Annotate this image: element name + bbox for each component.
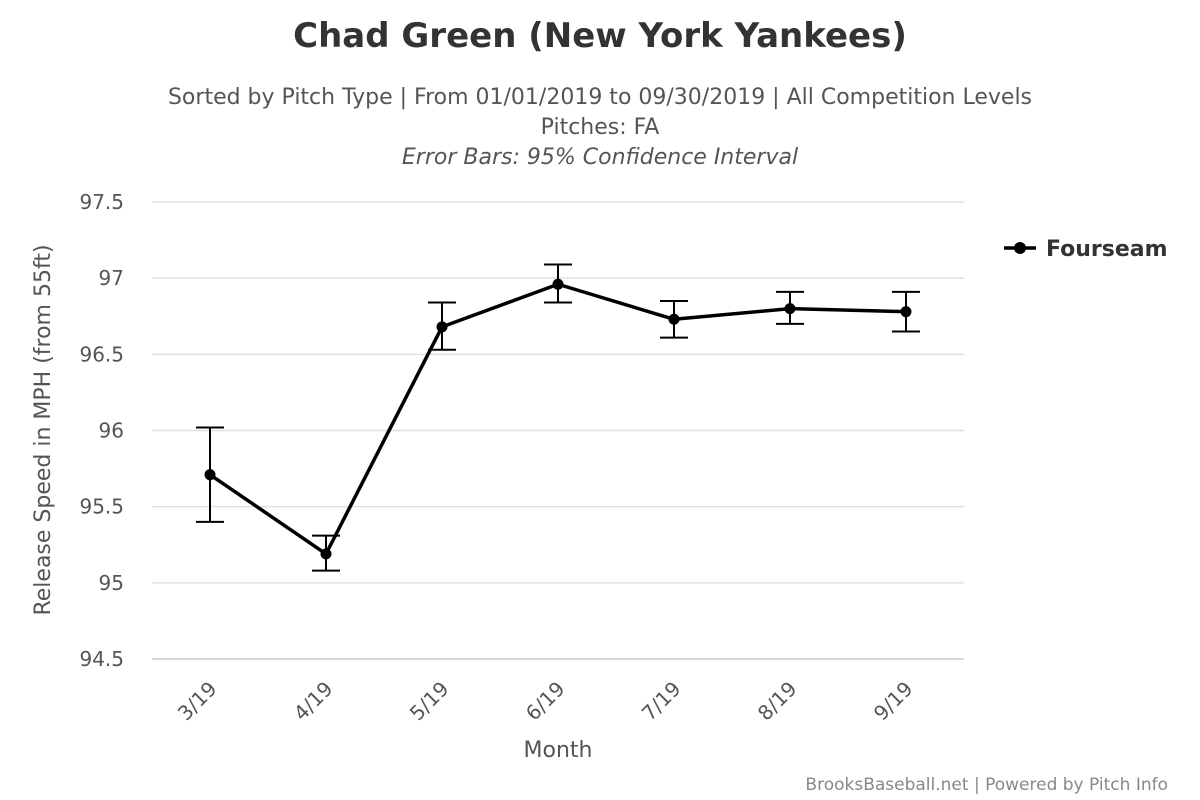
x-tick-label: 9/19 <box>869 677 918 726</box>
data-point[interactable] <box>436 321 448 333</box>
data-point[interactable] <box>668 313 680 325</box>
x-tick-label: 3/19 <box>173 677 222 726</box>
x-tick-label: 7/19 <box>637 677 686 726</box>
legend-label-fourseam: Fourseam <box>1046 237 1168 262</box>
chart-subtitle-line-1: Sorted by Pitch Type | From 01/01/2019 t… <box>168 85 1032 110</box>
data-point[interactable] <box>784 303 796 315</box>
y-tick-label: 97 <box>99 266 124 290</box>
chart-subtitle-line-2: Pitches: FA <box>541 115 660 140</box>
data-point[interactable] <box>320 548 332 560</box>
data-point[interactable] <box>204 469 216 481</box>
chart-title: Chad Green (New York Yankees) <box>293 16 907 56</box>
y-tick-label: 96.5 <box>79 342 124 366</box>
y-tick-label: 96 <box>99 419 124 443</box>
data-point[interactable] <box>552 278 564 290</box>
y-tick-label: 94.5 <box>79 647 124 671</box>
y-axis-tick-labels: 94.5 95 95.5 96 96.5 97 97.5 <box>79 190 124 671</box>
x-axis-title: Month <box>524 738 593 763</box>
series-fourseam[interactable] <box>196 263 920 572</box>
x-tick-label: 4/19 <box>289 677 338 726</box>
y-tick-label: 95 <box>99 571 124 595</box>
x-tick-label: 8/19 <box>753 677 802 726</box>
x-tick-label: 5/19 <box>405 677 454 726</box>
y-tick-label: 97.5 <box>79 190 124 214</box>
legend-point-marker <box>1014 242 1026 254</box>
error-bar-note: Error Bars: 95% Confidence Interval <box>402 145 798 170</box>
x-axis-tick-labels: 3/19 4/19 5/19 6/19 7/19 8/19 9/19 <box>173 677 918 726</box>
legend[interactable]: Fourseam <box>1004 237 1168 262</box>
x-tick-label: 6/19 <box>521 677 570 726</box>
y-axis-title: Release Speed in MPH (from 55ft) <box>31 244 56 615</box>
credits[interactable]: BrooksBaseball.net | Powered by Pitch In… <box>805 775 1168 795</box>
data-point[interactable] <box>900 306 912 318</box>
y-tick-label: 95.5 <box>79 495 124 519</box>
